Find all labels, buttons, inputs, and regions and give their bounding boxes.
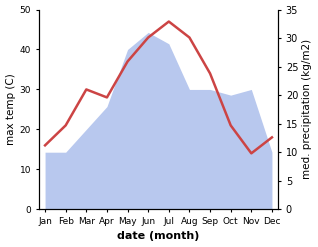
Y-axis label: med. precipitation (kg/m2): med. precipitation (kg/m2): [302, 39, 313, 180]
Y-axis label: max temp (C): max temp (C): [5, 74, 16, 145]
X-axis label: date (month): date (month): [117, 231, 200, 242]
